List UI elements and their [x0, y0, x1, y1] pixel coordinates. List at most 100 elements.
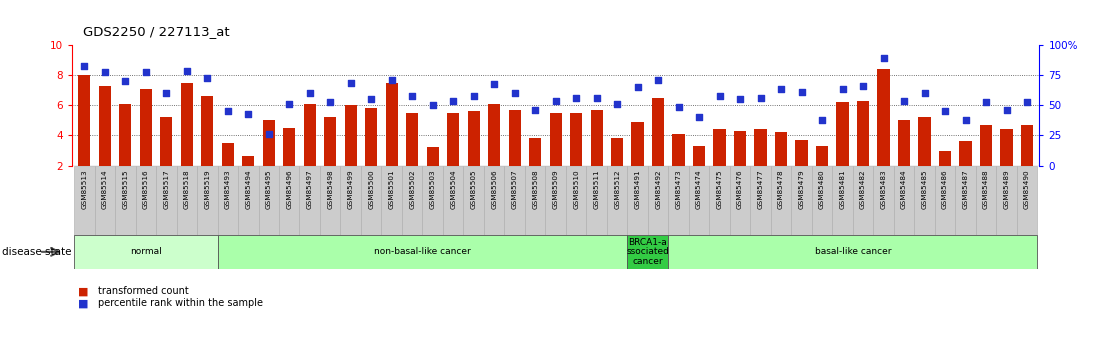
Point: [772, 86, 790, 91]
Text: GSM85515: GSM85515: [122, 169, 129, 209]
Point: [977, 99, 995, 105]
Bar: [304, 104, 316, 166]
Bar: [692, 146, 706, 166]
Point: [526, 107, 544, 112]
Bar: [402, 166, 422, 235]
Text: GSM85517: GSM85517: [163, 169, 170, 209]
Bar: [566, 166, 586, 235]
Bar: [607, 166, 627, 235]
Bar: [529, 138, 542, 166]
Bar: [79, 75, 91, 166]
Bar: [979, 125, 992, 166]
Point: [485, 81, 503, 87]
Point: [567, 95, 585, 100]
Point: [444, 98, 462, 104]
Text: GSM85519: GSM85519: [204, 169, 211, 209]
Point: [342, 80, 360, 85]
Text: GSM85481: GSM85481: [840, 169, 845, 209]
Bar: [140, 89, 152, 166]
Point: [792, 89, 810, 95]
Point: [506, 90, 524, 96]
Bar: [161, 117, 173, 166]
Bar: [919, 117, 931, 166]
Text: GSM85482: GSM85482: [860, 169, 866, 209]
Bar: [894, 166, 914, 235]
Text: transformed count: transformed count: [98, 286, 188, 296]
Point: [546, 98, 564, 104]
Point: [833, 86, 851, 91]
Text: GSM85506: GSM85506: [491, 169, 497, 209]
Bar: [99, 86, 111, 166]
Bar: [217, 166, 238, 235]
Text: GSM85513: GSM85513: [81, 169, 88, 209]
Bar: [386, 82, 398, 166]
Text: percentile rank within the sample: percentile rank within the sample: [98, 298, 263, 308]
Text: GSM85476: GSM85476: [737, 169, 743, 209]
Bar: [74, 166, 94, 235]
Text: GSM85473: GSM85473: [676, 169, 681, 209]
Bar: [299, 166, 320, 235]
Point: [874, 56, 892, 61]
Bar: [996, 166, 1017, 235]
Text: GSM85489: GSM85489: [1004, 169, 1009, 209]
Text: GSM85495: GSM85495: [266, 169, 271, 209]
Point: [75, 63, 93, 69]
Point: [813, 118, 831, 123]
Point: [628, 85, 646, 90]
Point: [956, 118, 974, 123]
Point: [895, 98, 913, 104]
Bar: [550, 113, 562, 166]
Bar: [955, 166, 976, 235]
Bar: [115, 166, 135, 235]
Bar: [263, 120, 275, 166]
Bar: [935, 166, 955, 235]
Point: [198, 75, 216, 81]
Bar: [591, 110, 603, 166]
Text: GSM85485: GSM85485: [922, 169, 927, 209]
Bar: [774, 132, 788, 166]
Bar: [504, 166, 525, 235]
Bar: [135, 166, 156, 235]
Text: GSM85484: GSM85484: [901, 169, 907, 209]
Bar: [1020, 125, 1033, 166]
Point: [854, 83, 872, 88]
Bar: [733, 131, 747, 166]
Bar: [509, 110, 521, 166]
Bar: [897, 120, 910, 166]
Bar: [176, 166, 197, 235]
Text: GSM85491: GSM85491: [635, 169, 640, 209]
Bar: [320, 166, 340, 235]
Bar: [181, 82, 193, 166]
Text: GSM85512: GSM85512: [614, 169, 620, 209]
Bar: [525, 166, 545, 235]
Text: GSM85499: GSM85499: [348, 169, 353, 209]
Text: GSM85497: GSM85497: [307, 169, 312, 209]
Text: GSM85492: GSM85492: [655, 169, 661, 209]
Bar: [668, 166, 689, 235]
Bar: [812, 166, 832, 235]
Bar: [545, 166, 566, 235]
Bar: [856, 101, 869, 166]
Text: GSM85516: GSM85516: [143, 169, 148, 209]
Text: GSM85496: GSM85496: [286, 169, 293, 209]
Bar: [837, 102, 849, 166]
Bar: [345, 105, 357, 166]
Text: GSM85474: GSM85474: [696, 169, 702, 209]
Point: [219, 108, 237, 114]
Text: GSM85486: GSM85486: [942, 169, 948, 209]
Point: [731, 96, 749, 102]
Text: GSM85490: GSM85490: [1024, 169, 1030, 209]
Bar: [914, 166, 935, 235]
Bar: [611, 138, 624, 166]
Text: GSM85487: GSM85487: [963, 169, 968, 209]
Text: GSM85493: GSM85493: [225, 169, 230, 209]
Text: GSM85483: GSM85483: [881, 169, 886, 209]
Text: non-basal-like cancer: non-basal-like cancer: [375, 247, 471, 256]
Text: normal: normal: [130, 247, 162, 256]
Text: GSM85508: GSM85508: [532, 169, 538, 209]
Point: [915, 90, 933, 96]
Text: GSM85498: GSM85498: [327, 169, 334, 209]
Bar: [791, 166, 812, 235]
Point: [608, 101, 626, 107]
Text: GSM85480: GSM85480: [819, 169, 825, 209]
